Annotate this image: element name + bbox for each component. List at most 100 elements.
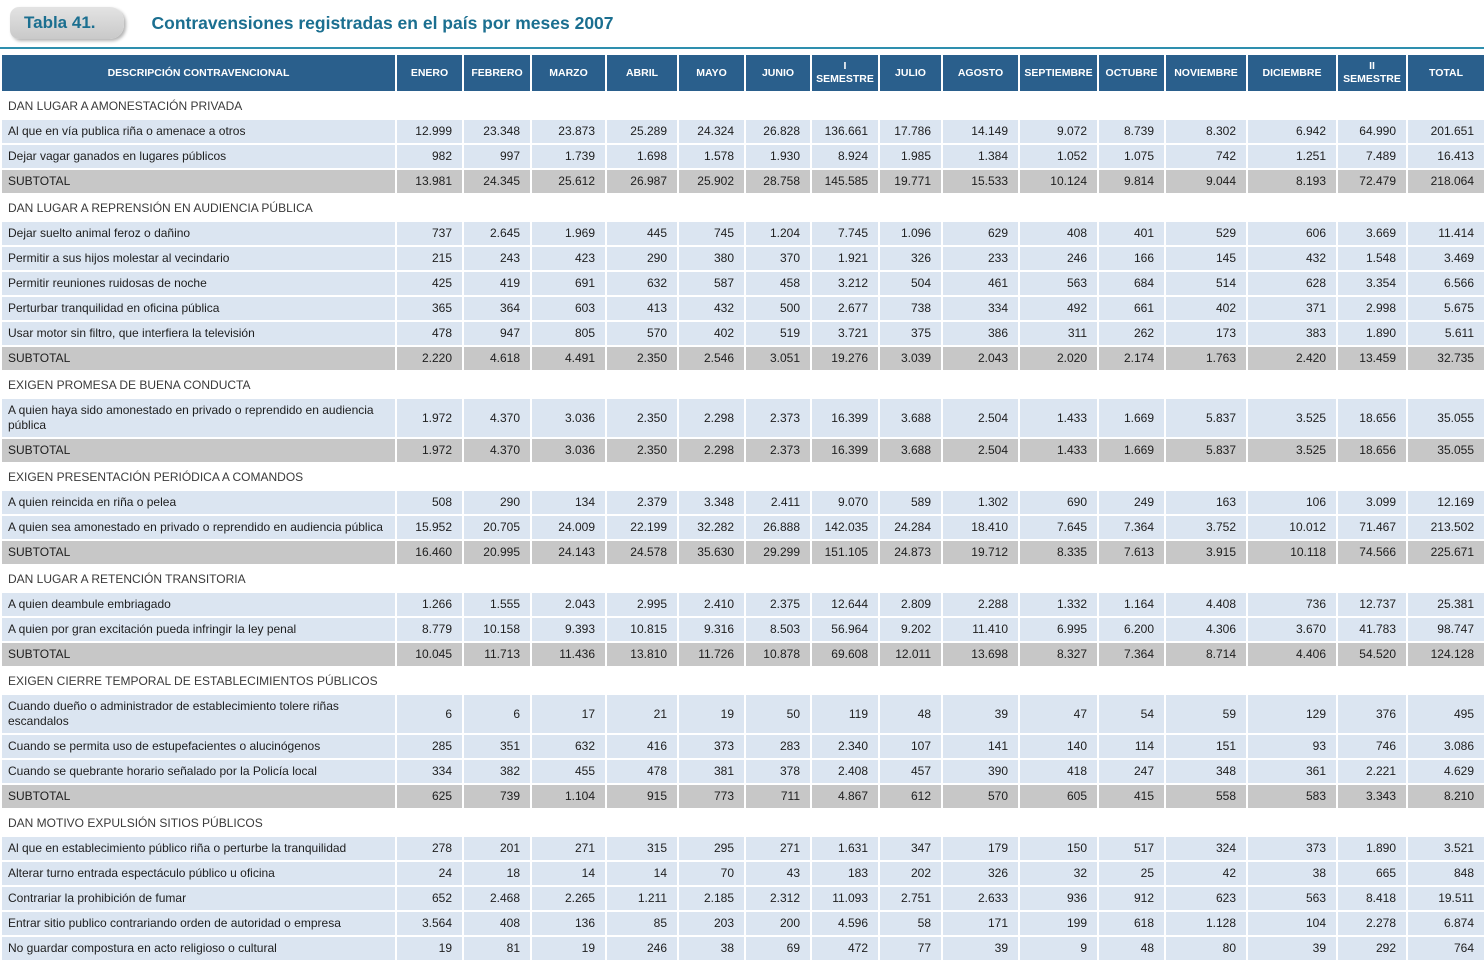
section-header-row: EXIGEN CIERRE TEMPORAL DE ESTABLECIMIENT… xyxy=(0,666,1484,696)
cell-value: 21 xyxy=(605,693,679,736)
cell-value: 402 xyxy=(1164,295,1248,323)
cell-value: 370 xyxy=(744,245,812,273)
cell-value: 262 xyxy=(1097,320,1166,348)
cell-value: 1.890 xyxy=(1336,835,1408,863)
cell-value: 2.340 xyxy=(810,733,880,761)
cell-value: 38 xyxy=(677,935,746,963)
cell-value: 2.809 xyxy=(878,591,943,619)
cell-value: 2.220 xyxy=(395,345,464,373)
cell-value: 1.969 xyxy=(530,220,607,248)
cell-value: 563 xyxy=(1246,885,1338,913)
cell-value: 415 xyxy=(1097,783,1166,811)
cell-value: 347 xyxy=(878,835,943,863)
cell-value: 4.618 xyxy=(462,345,532,373)
cell-value: 129 xyxy=(1246,693,1338,736)
cell-value: 472 xyxy=(810,935,880,963)
cell-value: 77 xyxy=(878,935,943,963)
cell-value: 665 xyxy=(1336,860,1408,888)
cell-value: 171 xyxy=(941,910,1020,938)
section-header: DAN LUGAR A AMONESTACIÓN PRIVADA xyxy=(0,91,1484,121)
cell-value: 351 xyxy=(462,733,532,761)
cell-value: 373 xyxy=(677,733,746,761)
section-header-row: DAN LUGAR A RETENCIÓN TRANSITORIA xyxy=(0,564,1484,594)
cell-value: 1.164 xyxy=(1097,591,1166,619)
cell-value: 10.124 xyxy=(1018,168,1099,196)
cell-value: 5.675 xyxy=(1406,295,1484,323)
cell-value: 24.009 xyxy=(530,514,607,542)
cell-value: 324 xyxy=(1164,835,1248,863)
cell-value: 1.698 xyxy=(605,143,679,171)
cell-value: 249 xyxy=(1097,489,1166,517)
cell-value: 20.705 xyxy=(462,514,532,542)
column-header-julio: JULIO xyxy=(878,52,943,94)
cell-value: 243 xyxy=(462,245,532,273)
cell-value: 18.656 xyxy=(1336,437,1408,465)
cell-value: 326 xyxy=(941,860,1020,888)
cell-value: 271 xyxy=(744,835,812,863)
cell-value: 142.035 xyxy=(810,514,880,542)
cell-value: 11.713 xyxy=(462,641,532,669)
table-row: Perturbar tranquilidad en oficina públic… xyxy=(0,295,1484,323)
cell-value: 3.354 xyxy=(1336,270,1408,298)
cell-value: 5.837 xyxy=(1164,437,1248,465)
cell-value: 246 xyxy=(1018,245,1099,273)
cell-value: 478 xyxy=(605,758,679,786)
column-header-junio: JUNIO xyxy=(744,52,812,94)
cell-value: 199 xyxy=(1018,910,1099,938)
cell-value: 124.128 xyxy=(1406,641,1484,669)
cell-value: 334 xyxy=(395,758,464,786)
cell-value: 2.379 xyxy=(605,489,679,517)
cell-value: 570 xyxy=(605,320,679,348)
cell-value: 2.174 xyxy=(1097,345,1166,373)
cell-value: 290 xyxy=(462,489,532,517)
cell-value: 1.251 xyxy=(1246,143,1338,171)
cell-value: 652 xyxy=(395,885,464,913)
cell-value: 375 xyxy=(878,320,943,348)
cell-value: 618 xyxy=(1097,910,1166,938)
cell-value: 203 xyxy=(677,910,746,938)
cell-value: 690 xyxy=(1018,489,1099,517)
cell-value: 1.763 xyxy=(1164,345,1248,373)
cell-value: 4.306 xyxy=(1164,616,1248,644)
cell-value: 151 xyxy=(1164,733,1248,761)
cell-value: 114 xyxy=(1097,733,1166,761)
cell-value: 247 xyxy=(1097,758,1166,786)
table-row: Permitir a sus hijos molestar al vecinda… xyxy=(0,245,1484,273)
cell-value: 2.265 xyxy=(530,885,607,913)
cell-value: 10.012 xyxy=(1246,514,1338,542)
cell-value: 140 xyxy=(1018,733,1099,761)
cell-value: 173 xyxy=(1164,320,1248,348)
cell-value: 3.348 xyxy=(677,489,746,517)
cell-value: 2.504 xyxy=(941,397,1020,440)
cell-value: 6.995 xyxy=(1018,616,1099,644)
cell-value: 200 xyxy=(744,910,812,938)
cell-value: 1.332 xyxy=(1018,591,1099,619)
cell-value: 71.467 xyxy=(1336,514,1408,542)
cell-value: 311 xyxy=(1018,320,1099,348)
cell-value: 2.408 xyxy=(810,758,880,786)
cell-value: 3.525 xyxy=(1246,397,1338,440)
table-row: Cuando dueño o administrador de establec… xyxy=(0,693,1484,736)
cell-value: 1.211 xyxy=(605,885,679,913)
cell-value: 623 xyxy=(1164,885,1248,913)
cell-value: 373 xyxy=(1246,835,1338,863)
cell-value: 2.298 xyxy=(677,437,746,465)
cell-value: 4.867 xyxy=(810,783,880,811)
cell-value: 22.199 xyxy=(605,514,679,542)
cell-value: 3.521 xyxy=(1406,835,1484,863)
cell-value: 419 xyxy=(462,270,532,298)
cell-value: 4.596 xyxy=(810,910,880,938)
cell-value: 11.410 xyxy=(941,616,1020,644)
cell-value: 2.350 xyxy=(605,437,679,465)
cell-value: 9.070 xyxy=(810,489,880,517)
cell-value: 32.282 xyxy=(677,514,746,542)
cell-value: 3.915 xyxy=(1164,539,1248,567)
cell-value: 10.158 xyxy=(462,616,532,644)
table-row: Al que en vía publica riña o amenace a o… xyxy=(0,118,1484,146)
cell-value: 14.149 xyxy=(941,118,1020,146)
row-label: SUBTOTAL xyxy=(0,783,397,811)
header-row: DESCRIPCIÓN CONTRAVENCIONAL ENERO FEBRER… xyxy=(0,52,1484,94)
cell-value: 1.075 xyxy=(1097,143,1166,171)
cell-value: 12.644 xyxy=(810,591,880,619)
cell-value: 19.276 xyxy=(810,345,880,373)
